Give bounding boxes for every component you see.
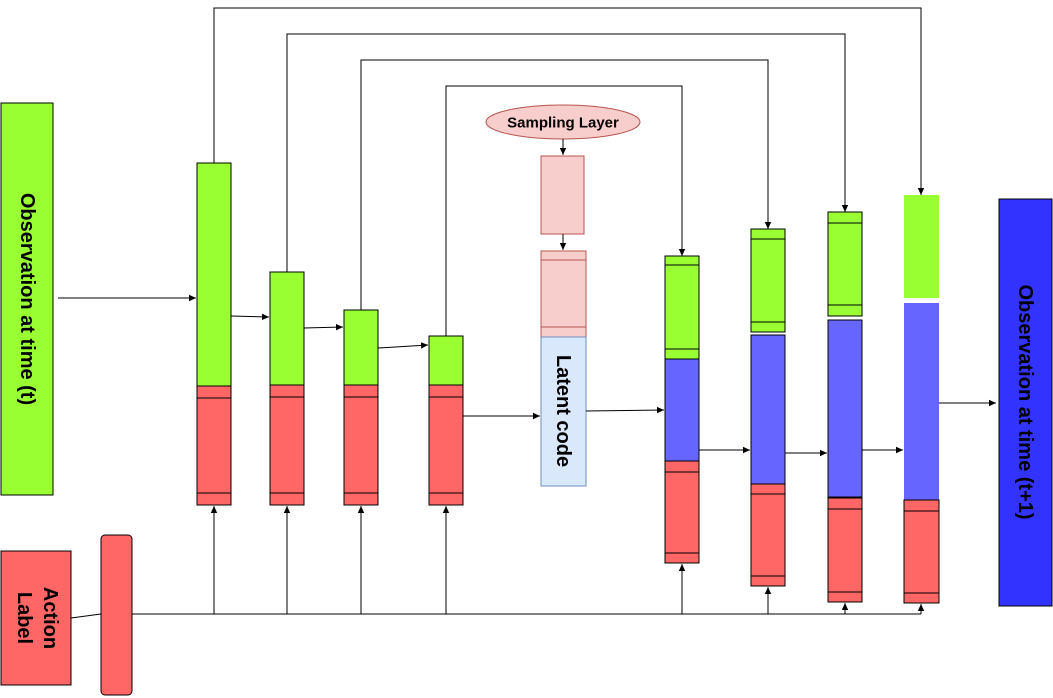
skip-connection-4 <box>445 85 686 336</box>
observation-t-label: Observation at time (t) <box>16 193 38 405</box>
observation-t-block: Observation at time (t) <box>0 102 54 496</box>
decoder-arrows <box>585 399 996 457</box>
decoder-layer-2 <box>750 228 786 587</box>
observation-t1-block: Observation at time (t+1) <box>998 198 1053 607</box>
sampling-layer: Sampling Layer <box>485 104 641 140</box>
action-label-connector <box>70 613 102 619</box>
observation-t1-label: Observation at time (t+1) <box>1014 284 1036 519</box>
action-label-line2: Label <box>13 592 35 644</box>
encoder-layer-3 <box>343 309 379 506</box>
decoder-layer-3 <box>827 211 863 603</box>
action-embedding-bar <box>100 534 133 696</box>
skip-connections <box>213 7 925 336</box>
action-bus <box>132 506 925 615</box>
action-label-line1: Action <box>39 587 61 649</box>
encoder-layer-1 <box>196 162 232 506</box>
latent-code-block: Latent code <box>540 336 587 487</box>
action-label-block: Action Label <box>0 550 72 686</box>
encoder-layer-4 <box>428 335 464 506</box>
sampling-block-2 <box>540 250 587 338</box>
encoder-layer-2 <box>269 271 305 506</box>
decoder-layer-4 <box>903 195 940 604</box>
skip-connection-2 <box>286 33 849 272</box>
latent-code-label: Latent code <box>552 355 574 467</box>
decoder-layer-1 <box>664 255 700 564</box>
skip-connection-3 <box>360 59 772 310</box>
sampling-block-1 <box>540 155 585 235</box>
sampling-layer-label: Sampling Layer <box>507 115 619 132</box>
encoder-arrows <box>58 294 540 420</box>
skip-connection-1 <box>213 7 925 195</box>
